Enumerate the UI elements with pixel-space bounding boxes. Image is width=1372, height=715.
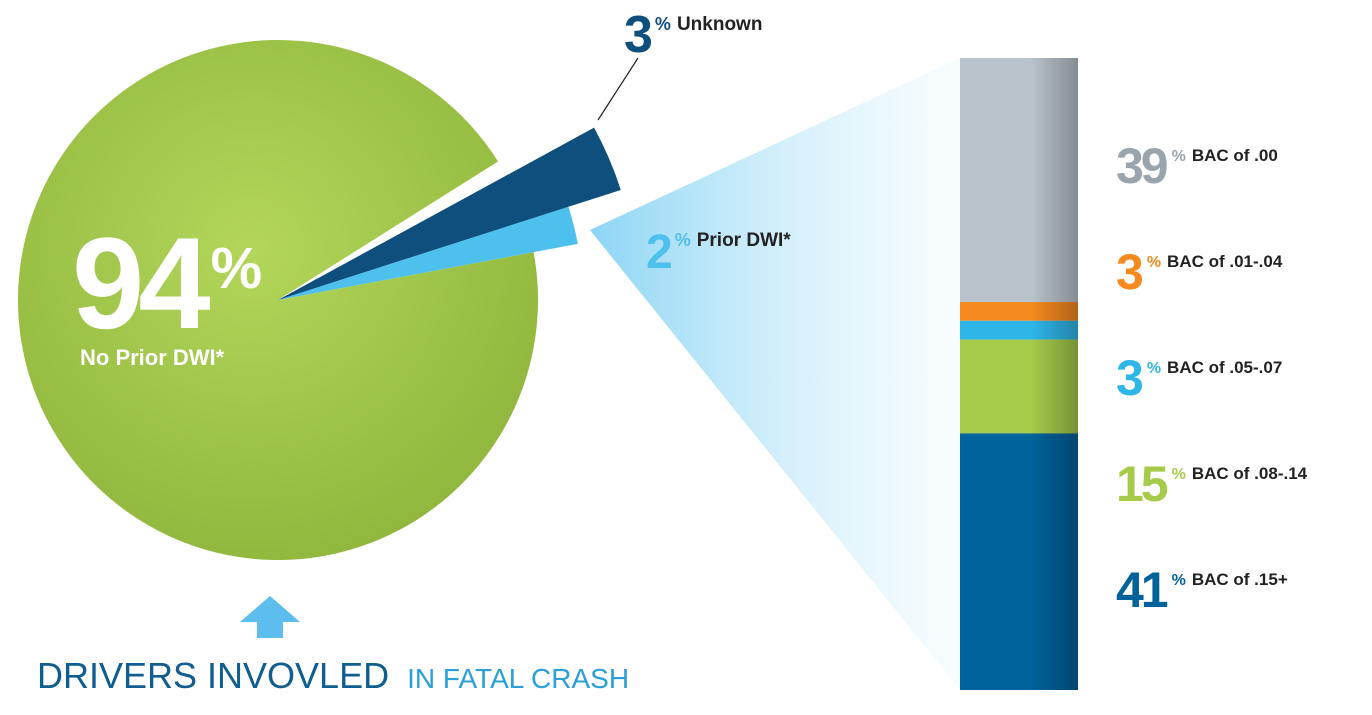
segment-label: 3% BAC of .01-.04 (1116, 244, 1283, 300)
slice-value: 94% (72, 210, 262, 356)
leader-line (597, 57, 639, 121)
slice-label: No Prior DWI* (80, 345, 225, 370)
segment-label: 39% BAC of .00 (1116, 138, 1278, 194)
value-number: 2 (646, 226, 673, 279)
legend-name: BAC of .08-.14 (1192, 464, 1308, 483)
value-suffix: % (1172, 148, 1186, 165)
value-number: 3 (1116, 350, 1142, 406)
legend-name: BAC of .01-.04 (1167, 252, 1283, 271)
arrow-up (240, 596, 300, 638)
slice-label: Prior DWI* (697, 230, 792, 251)
segment-label: 41% BAC of .15+ (1116, 562, 1288, 618)
value-number: 39 (1116, 138, 1167, 194)
value-suffix: % (1147, 360, 1161, 377)
value-suffix: % (1172, 572, 1186, 589)
segment-label: 15% BAC of .08-.14 (1116, 456, 1308, 512)
value-suffix: % (675, 230, 691, 250)
legend-name: BAC of .15+ (1192, 570, 1288, 589)
slice-value: 3% Unknown (624, 6, 762, 64)
value-number: 3 (1116, 244, 1142, 300)
value-suffix: % (655, 14, 671, 34)
legend-name: BAC of .00 (1192, 146, 1278, 165)
pie-slice (278, 127, 621, 300)
connector-fan (590, 58, 960, 690)
pie-slice (17, 39, 538, 560)
caption-main: DRIVERS INVOVLED (37, 655, 389, 696)
value-number: 41 (1116, 562, 1168, 618)
value-number: 94 (72, 210, 210, 356)
slice-label: Unknown (677, 14, 763, 35)
caption-sub: IN FATAL CRASH (407, 663, 629, 694)
legend-name: BAC of .05-.07 (1167, 358, 1282, 377)
value-suffix: % (211, 236, 263, 301)
bar-shade (960, 58, 1078, 690)
slice-value: 2% Prior DWI* (646, 226, 791, 279)
pie-slice (278, 206, 578, 300)
segment-label: 3% BAC of .05-.07 (1116, 350, 1282, 406)
value-number: 3 (624, 6, 653, 64)
value-suffix: % (1147, 254, 1161, 271)
value-suffix: % (1172, 466, 1186, 483)
caption: DRIVERS INVOVLED IN FATAL CRASH (37, 655, 629, 696)
value-number: 15 (1116, 456, 1168, 512)
